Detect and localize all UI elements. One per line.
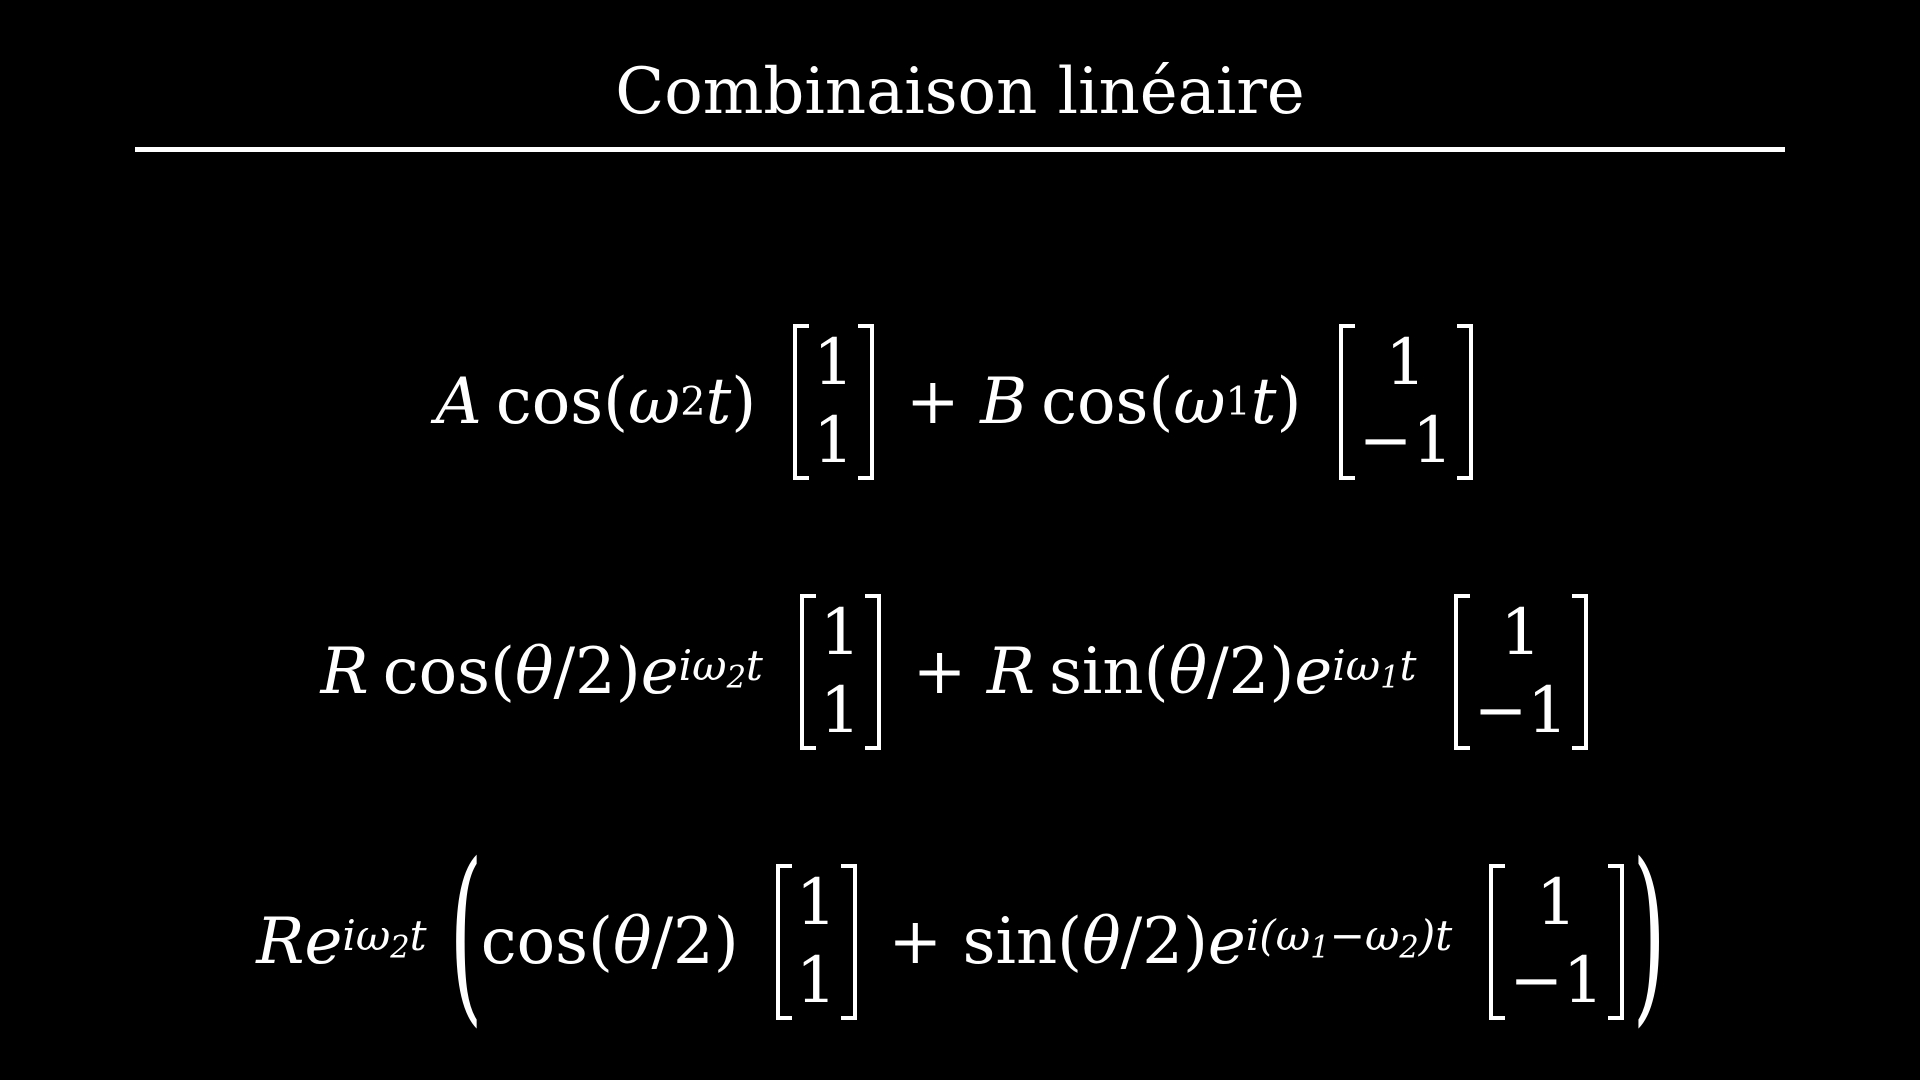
vector-entry: 1 <box>813 326 854 400</box>
theta-symbol: θ <box>1082 905 1121 979</box>
vector-entry: 1 <box>1536 866 1577 940</box>
amplitude-r: R <box>256 905 305 979</box>
exponent: i(ω1−ω2)t <box>1245 910 1453 966</box>
vector-antisym: 1 −1 <box>1489 864 1624 1020</box>
vector-entry: −1 <box>1509 944 1604 1018</box>
vector-entry: 1 <box>1500 596 1542 670</box>
vector-entry: 1 <box>795 944 837 1018</box>
theta-symbol: θ <box>612 905 652 979</box>
sin-func: sin <box>962 905 1058 979</box>
exponent: iω1t <box>1332 640 1417 696</box>
plus-operator: + <box>905 365 960 439</box>
slide-title: Combinaison linéaire <box>615 55 1305 129</box>
time-var: t <box>1250 365 1277 439</box>
vector-entry: 1 <box>820 596 861 670</box>
cos-func: cos <box>382 635 490 709</box>
cos-func: cos <box>495 365 604 439</box>
vector-entry: −1 <box>1358 404 1453 478</box>
theta-symbol: θ <box>514 635 554 709</box>
amplitude-r: R <box>320 635 369 709</box>
vector-antisym: 1 −1 <box>1338 324 1473 480</box>
exp-base: e <box>1207 905 1246 979</box>
vector-entry: 1 <box>795 866 837 940</box>
half: /2 <box>1207 635 1270 709</box>
vector-entry: 1 <box>813 404 854 478</box>
time-var: t <box>705 365 732 439</box>
half: /2 <box>1120 905 1183 979</box>
right-paren: ) <box>1632 823 1667 1044</box>
plus-operator: + <box>912 635 967 709</box>
plus-operator: + <box>888 905 943 979</box>
vector-entry: 1 <box>1385 326 1427 400</box>
theta-symbol: θ <box>1168 635 1208 709</box>
exponent: iω2t <box>678 640 763 696</box>
exp-base: e <box>304 905 343 979</box>
vector-antisym: 1 −1 <box>1453 594 1588 750</box>
omega-symbol: ω <box>1173 365 1226 439</box>
omega-symbol: ω <box>628 365 681 439</box>
exp-base: e <box>640 635 679 709</box>
exponent: iω2t <box>342 910 427 966</box>
half: /2 <box>553 635 616 709</box>
half: /2 <box>651 905 714 979</box>
vector-entry: 1 <box>820 674 861 748</box>
sin-func: sin <box>1049 635 1144 709</box>
amplitude-r: R <box>986 635 1035 709</box>
vector-entry: −1 <box>1473 674 1568 748</box>
left-paren: ( <box>449 823 484 1044</box>
coef-b: B <box>980 365 1028 439</box>
title-divider <box>135 147 1785 152</box>
cos-func: cos <box>480 905 588 979</box>
exp-base: e <box>1294 635 1333 709</box>
coef-a: A <box>435 365 482 439</box>
cos-func: cos <box>1041 365 1149 439</box>
